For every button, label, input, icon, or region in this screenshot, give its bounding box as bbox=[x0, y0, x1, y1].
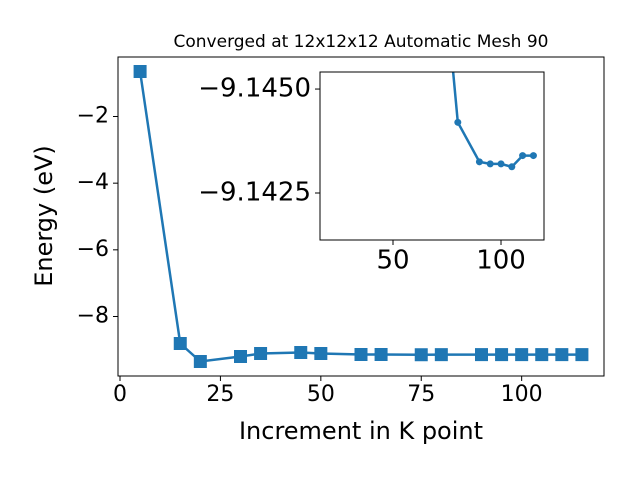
marker bbox=[529, 152, 537, 160]
marker bbox=[254, 347, 268, 360]
marker bbox=[575, 348, 589, 362]
y-tick-label: −6 bbox=[77, 237, 109, 262]
plot-area bbox=[444, 2, 537, 171]
x-tick-label: 100 bbox=[501, 382, 543, 407]
marker bbox=[515, 348, 529, 362]
y-tick-label: −2 bbox=[77, 104, 109, 129]
marker bbox=[508, 163, 516, 171]
x-tick-label: 0 bbox=[113, 382, 127, 407]
marker bbox=[535, 348, 549, 362]
marker bbox=[444, 2, 451, 9]
marker bbox=[354, 348, 368, 361]
y-tick-label: −9.1425 bbox=[198, 178, 311, 208]
x-tick-label: 25 bbox=[206, 382, 234, 407]
marker bbox=[234, 350, 248, 363]
marker bbox=[193, 355, 207, 368]
marker bbox=[173, 337, 187, 350]
marker bbox=[454, 118, 462, 126]
x-axis-label: Increment in K point bbox=[239, 417, 483, 445]
axes-frame bbox=[319, 71, 545, 241]
x-tick-label: 75 bbox=[407, 382, 435, 407]
marker bbox=[474, 348, 488, 362]
y-tick-label: −9.1450 bbox=[198, 74, 311, 104]
marker bbox=[475, 158, 483, 166]
marker bbox=[414, 348, 428, 362]
marker bbox=[314, 347, 328, 360]
y-axis-label: Energy (eV) bbox=[30, 145, 58, 287]
y-tick-label: −4 bbox=[77, 170, 109, 195]
x-tick-label: 100 bbox=[476, 246, 526, 276]
marker bbox=[486, 160, 494, 168]
marker bbox=[374, 348, 388, 361]
marker bbox=[495, 348, 509, 362]
plot-area bbox=[133, 65, 589, 368]
x-tick-label: 50 bbox=[307, 382, 335, 407]
chart-title: Converged at 12x12x12 Automatic Mesh 90 bbox=[174, 32, 549, 52]
axes-frame bbox=[117, 56, 605, 377]
y-tick-label: −8 bbox=[77, 304, 109, 329]
x-tick-label: 50 bbox=[376, 246, 409, 276]
marker bbox=[519, 152, 527, 160]
marker bbox=[294, 346, 308, 359]
marker bbox=[434, 348, 448, 362]
marker bbox=[133, 65, 147, 78]
axes-background bbox=[320, 72, 544, 240]
marker bbox=[497, 160, 505, 168]
marker bbox=[555, 348, 569, 362]
